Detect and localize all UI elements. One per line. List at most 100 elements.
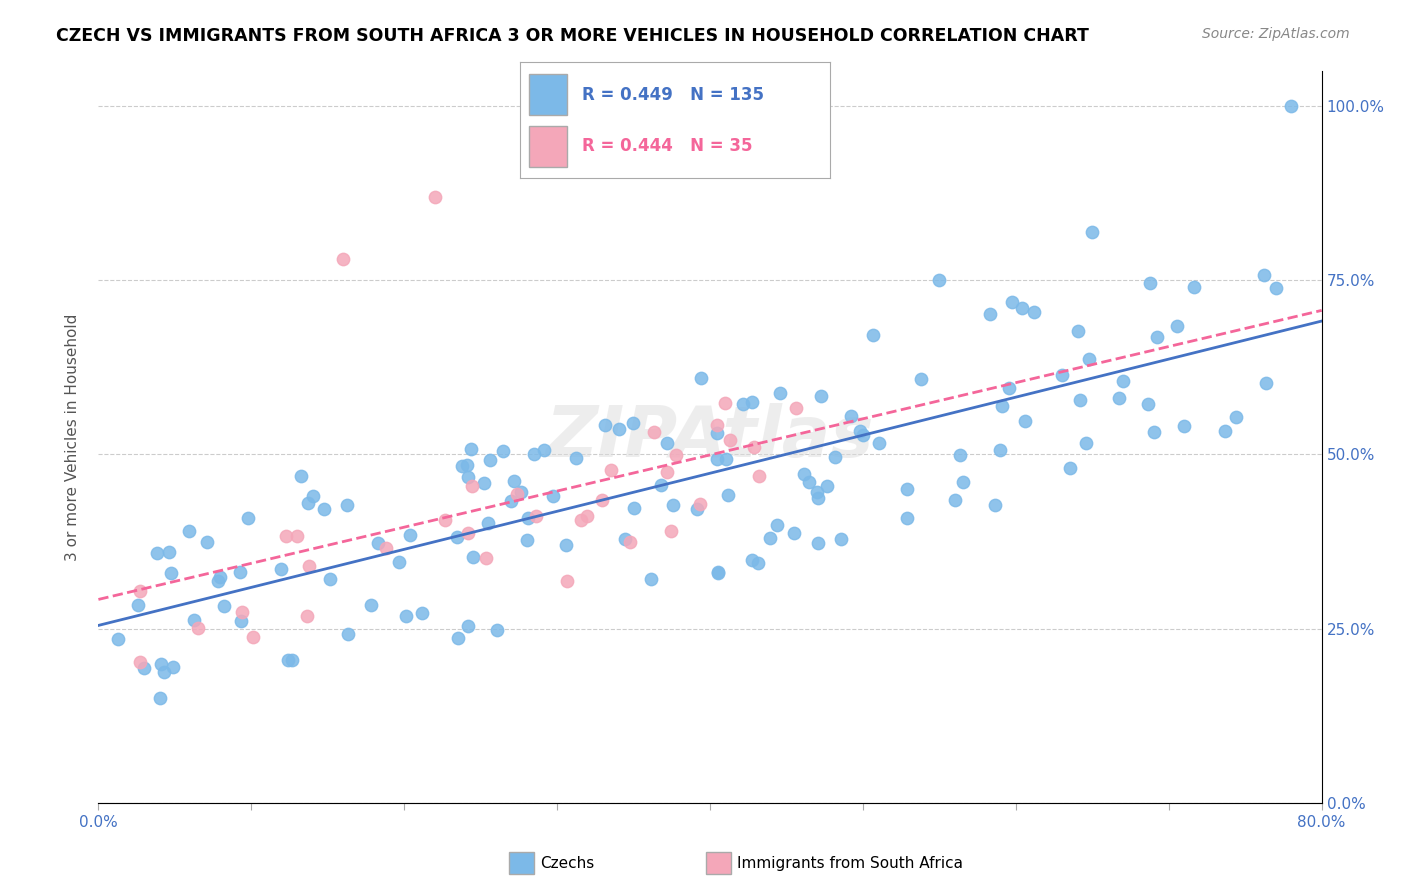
Point xyxy=(447,631,470,645)
Point xyxy=(685,502,707,516)
Point xyxy=(689,371,711,385)
Point xyxy=(717,488,740,502)
Point xyxy=(160,566,183,580)
Point xyxy=(336,627,359,641)
Text: Immigrants from South Africa: Immigrants from South Africa xyxy=(737,856,963,871)
Point xyxy=(1014,414,1036,428)
Point xyxy=(423,190,446,204)
Point xyxy=(295,608,318,623)
Point xyxy=(506,487,529,501)
Point xyxy=(662,498,685,512)
Point xyxy=(107,632,129,646)
Point xyxy=(1225,409,1247,424)
Point xyxy=(810,389,832,403)
Point xyxy=(360,598,382,612)
Point xyxy=(785,401,807,416)
Point xyxy=(457,526,479,541)
Point xyxy=(619,534,641,549)
Point xyxy=(129,584,152,599)
Point xyxy=(127,598,149,612)
Point xyxy=(398,528,420,542)
Point xyxy=(485,624,508,638)
Point xyxy=(640,572,662,586)
Point xyxy=(896,511,918,525)
Point xyxy=(984,498,1007,512)
Point xyxy=(388,555,411,569)
Point xyxy=(1143,425,1166,439)
Point xyxy=(896,482,918,496)
Point xyxy=(456,458,478,473)
Point xyxy=(298,559,321,574)
Point xyxy=(707,566,730,580)
Point xyxy=(411,607,433,621)
Point xyxy=(665,448,688,462)
Point xyxy=(478,453,501,467)
Point xyxy=(575,508,598,523)
Point xyxy=(621,416,644,430)
Point xyxy=(1067,324,1090,338)
Point xyxy=(1279,99,1302,113)
Point xyxy=(516,533,538,547)
Text: ZIPAtlas: ZIPAtlas xyxy=(546,402,875,472)
Point xyxy=(543,489,565,503)
Point xyxy=(555,538,578,552)
Point xyxy=(943,492,966,507)
Point xyxy=(236,511,259,525)
Point xyxy=(1215,424,1237,438)
Point xyxy=(183,613,205,627)
Point xyxy=(149,691,172,706)
Point xyxy=(146,545,169,559)
Point xyxy=(1265,281,1288,295)
Point xyxy=(197,534,219,549)
Point xyxy=(162,659,184,673)
Point xyxy=(988,442,1011,457)
Point xyxy=(280,653,302,667)
Point xyxy=(707,565,730,579)
Point xyxy=(830,532,852,546)
Point xyxy=(1111,374,1133,388)
Point xyxy=(928,273,950,287)
Point xyxy=(744,440,766,454)
Point xyxy=(747,557,769,571)
Point xyxy=(212,599,235,614)
Point xyxy=(733,397,755,411)
Point xyxy=(502,474,524,488)
Point xyxy=(319,572,342,586)
Point xyxy=(807,491,830,505)
Point xyxy=(1108,392,1130,406)
Point xyxy=(1166,318,1188,333)
Point xyxy=(524,509,547,524)
Point xyxy=(451,458,474,473)
Point xyxy=(765,517,787,532)
Point xyxy=(274,529,297,543)
Point xyxy=(998,381,1021,395)
Point xyxy=(806,484,828,499)
Point xyxy=(613,533,636,547)
Point xyxy=(229,614,252,628)
FancyBboxPatch shape xyxy=(530,126,567,167)
Point xyxy=(285,529,308,543)
Point xyxy=(623,500,645,515)
Point xyxy=(374,541,396,555)
Point xyxy=(477,516,499,530)
Point xyxy=(187,622,209,636)
Point xyxy=(741,395,763,409)
Point xyxy=(314,501,336,516)
Point xyxy=(565,451,588,466)
Point xyxy=(706,452,728,467)
Point xyxy=(848,424,870,438)
Y-axis label: 3 or more Vehicles in Household: 3 or more Vehicles in Household xyxy=(65,313,80,561)
Point xyxy=(783,526,806,541)
Point xyxy=(492,444,515,458)
Point xyxy=(474,475,496,490)
Point xyxy=(713,395,735,409)
Point xyxy=(759,531,782,545)
Point xyxy=(434,513,457,527)
Point xyxy=(336,499,359,513)
Point xyxy=(599,462,621,476)
Point xyxy=(460,478,482,492)
Point xyxy=(806,535,828,549)
Point xyxy=(768,386,790,401)
Point xyxy=(1139,276,1161,290)
Text: Source: ZipAtlas.com: Source: ZipAtlas.com xyxy=(1202,27,1350,41)
